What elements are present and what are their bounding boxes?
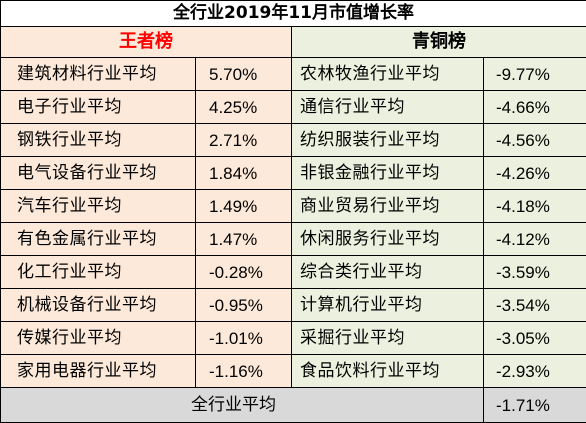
left-growth-value: 5.70% <box>196 58 292 91</box>
left-growth-value: -1.16% <box>196 355 292 388</box>
total-value: -1.71% <box>484 388 586 423</box>
right-header: 青铜榜 <box>292 27 586 58</box>
right-industry-name: 纺织服装行业平均 <box>292 124 484 157</box>
right-industry-name: 农林牧渔行业平均 <box>292 58 484 91</box>
right-industry-name: 商业贸易行业平均 <box>292 190 484 223</box>
left-industry-name: 电子行业平均 <box>1 91 196 124</box>
right-industry-name: 通信行业平均 <box>292 91 484 124</box>
left-growth-value: 1.84% <box>196 157 292 190</box>
title-row: 全行业2019年11月市值增长率 <box>1 1 586 27</box>
left-industry-name: 化工行业平均 <box>1 256 196 289</box>
table-row: 汽车行业平均 1.49% 商业贸易行业平均 -4.18% <box>1 190 586 223</box>
left-growth-value: 1.47% <box>196 223 292 256</box>
table-row: 机械设备行业平均 -0.95% 计算机行业平均 -3.54% <box>1 289 586 322</box>
table-row: 家用电器行业平均 -1.16% 食品饮料行业平均 -2.93% <box>1 355 586 388</box>
table-row: 建筑材料行业平均 5.70% 农林牧渔行业平均 -9.77% <box>1 58 586 91</box>
left-growth-value: -0.95% <box>196 289 292 322</box>
table-row: 电子行业平均 4.25% 通信行业平均 -4.66% <box>1 91 586 124</box>
left-header: 王者榜 <box>1 27 292 58</box>
left-industry-name: 有色金属行业平均 <box>1 223 196 256</box>
left-industry-name: 传媒行业平均 <box>1 322 196 355</box>
right-industry-name: 食品饮料行业平均 <box>292 355 484 388</box>
left-industry-name: 家用电器行业平均 <box>1 355 196 388</box>
left-industry-name: 建筑材料行业平均 <box>1 58 196 91</box>
right-growth-value: -3.54% <box>484 289 586 322</box>
right-industry-name: 计算机行业平均 <box>292 289 484 322</box>
left-industry-name: 电气设备行业平均 <box>1 157 196 190</box>
right-growth-value: -3.05% <box>484 322 586 355</box>
total-label: 全行业平均 <box>1 388 484 423</box>
table-row: 电气设备行业平均 1.84% 非银金融行业平均 -4.26% <box>1 157 586 190</box>
right-industry-name: 非银金融行业平均 <box>292 157 484 190</box>
table-row: 化工行业平均 -0.28% 综合类行业平均 -3.59% <box>1 256 586 289</box>
total-row: 全行业平均 -1.71% <box>1 388 586 423</box>
left-growth-value: 1.49% <box>196 190 292 223</box>
left-industry-name: 钢铁行业平均 <box>1 124 196 157</box>
right-growth-value: -4.56% <box>484 124 586 157</box>
table-row: 钢铁行业平均 2.71% 纺织服装行业平均 -4.56% <box>1 124 586 157</box>
table-title: 全行业2019年11月市值增长率 <box>1 1 586 27</box>
left-growth-value: -0.28% <box>196 256 292 289</box>
right-growth-value: -4.18% <box>484 190 586 223</box>
header-row: 王者榜 青铜榜 <box>1 27 586 58</box>
left-growth-value: 2.71% <box>196 124 292 157</box>
left-growth-value: -1.01% <box>196 322 292 355</box>
right-growth-value: -2.93% <box>484 355 586 388</box>
left-growth-value: 4.25% <box>196 91 292 124</box>
right-industry-name: 综合类行业平均 <box>292 256 484 289</box>
left-industry-name: 汽车行业平均 <box>1 190 196 223</box>
table-row: 有色金属行业平均 1.47% 休闲服务行业平均 -4.12% <box>1 223 586 256</box>
table-row: 传媒行业平均 -1.01% 采掘行业平均 -3.05% <box>1 322 586 355</box>
right-industry-name: 休闲服务行业平均 <box>292 223 484 256</box>
left-industry-name: 机械设备行业平均 <box>1 289 196 322</box>
right-growth-value: -3.59% <box>484 256 586 289</box>
right-growth-value: -4.26% <box>484 157 586 190</box>
right-growth-value: -4.66% <box>484 91 586 124</box>
right-growth-value: -9.77% <box>484 58 586 91</box>
right-industry-name: 采掘行业平均 <box>292 322 484 355</box>
right-growth-value: -4.12% <box>484 223 586 256</box>
